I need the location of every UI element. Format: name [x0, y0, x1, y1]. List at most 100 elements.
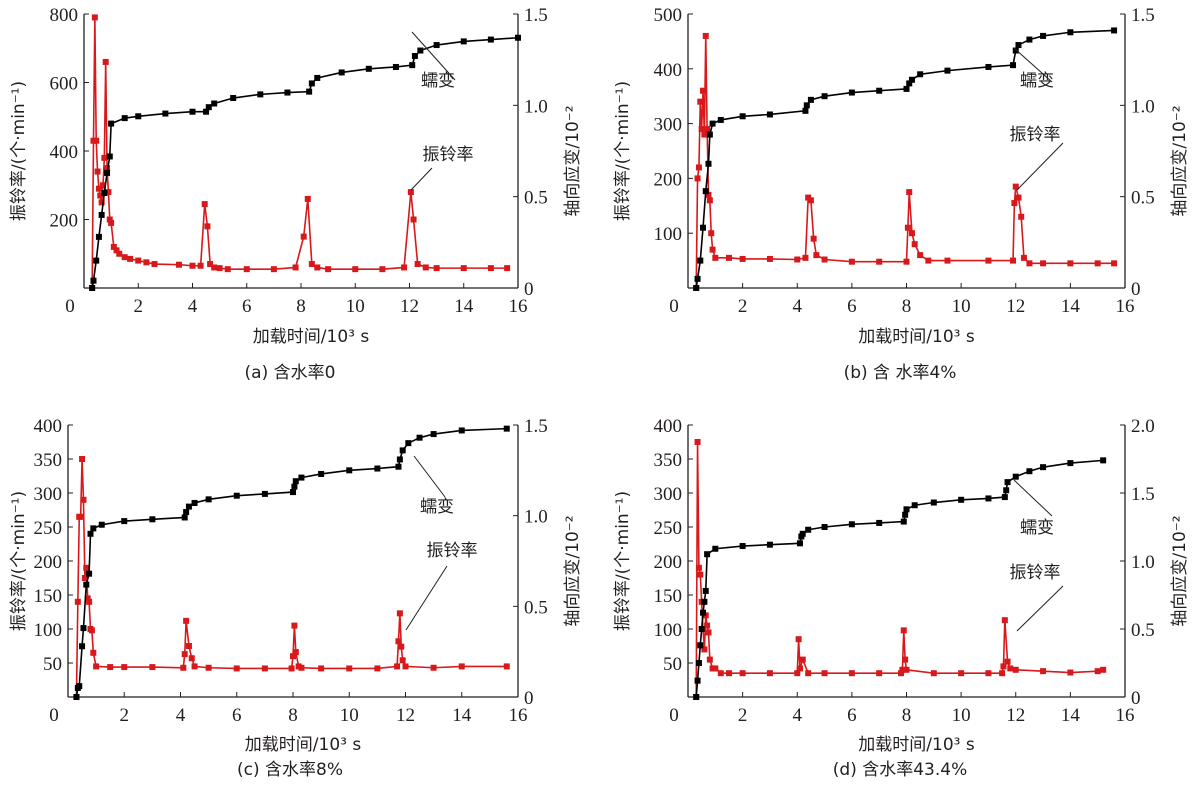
data-point-ringing: [116, 250, 123, 257]
data-point-ringing: [185, 643, 192, 649]
data-point-ringing: [374, 665, 381, 672]
data-point-ringing: [1067, 669, 1074, 676]
data-point-creep: [821, 524, 828, 530]
data-point-ringing: [802, 254, 809, 261]
data-point-ringing: [224, 266, 231, 273]
data-point-creep: [1026, 36, 1033, 43]
data-point-creep: [149, 516, 156, 523]
left-y-tick-label: 400: [654, 60, 683, 81]
right-y-axis-title: 轴向应变/10⁻²: [563, 105, 583, 216]
data-point-ringing: [86, 598, 93, 605]
data-point-ringing: [739, 670, 746, 677]
data-point-creep: [79, 643, 86, 650]
data-point-creep: [1015, 42, 1022, 49]
data-point-ringing: [712, 665, 719, 672]
left-y-axis-title: 振铃率/(个·min⁻¹): [9, 81, 29, 221]
x-tick-label: 12: [396, 705, 415, 726]
data-point-creep: [906, 80, 913, 87]
data-point-ringing: [189, 262, 196, 269]
data-point-creep: [290, 489, 296, 496]
data-point-creep: [83, 581, 90, 588]
data-point-creep: [917, 71, 924, 78]
data-point-ringing: [908, 230, 915, 237]
data-point-creep: [717, 116, 724, 123]
data-point-creep: [181, 514, 188, 521]
data-point-ringing: [1040, 668, 1047, 675]
left-y-axis-title: 振铃率/(个·min⁻¹): [9, 491, 29, 631]
data-point-ringing: [701, 131, 708, 138]
data-point-ringing: [201, 201, 208, 208]
data-point-ringing: [121, 664, 128, 671]
data-point-ringing: [298, 664, 305, 671]
left-y-tick-label: 400: [654, 416, 683, 437]
data-point-creep: [766, 541, 773, 548]
data-point-ringing: [81, 575, 88, 581]
data-point-creep: [1040, 464, 1047, 471]
data-point-ringing: [799, 656, 806, 663]
data-point-ringing: [487, 265, 494, 272]
x-tick-label: 2: [134, 296, 144, 317]
left-y-tick-label: 100: [34, 620, 63, 641]
data-point-ringing: [113, 247, 120, 254]
data-point-creep: [697, 642, 704, 649]
data-point-creep: [101, 190, 108, 197]
data-point-creep: [73, 694, 80, 700]
data-point-creep: [306, 88, 313, 95]
annotation-label: 振铃率: [1010, 563, 1061, 583]
data-point-creep: [848, 89, 855, 96]
data-point-creep: [89, 285, 96, 291]
panel-caption: (d) 含水率43.4%: [833, 760, 967, 780]
data-point-ringing: [407, 189, 414, 196]
data-point-creep: [702, 587, 709, 594]
data-point-creep: [458, 427, 465, 434]
annotation-leader: [1013, 479, 1053, 517]
data-point-ringing: [1004, 658, 1011, 665]
data-point-ringing: [216, 265, 223, 272]
data-point-creep: [698, 626, 705, 632]
data-point-ringing: [906, 189, 913, 196]
left-y-tick-label: 150: [34, 586, 63, 607]
x-tick-label: 14: [452, 705, 472, 726]
data-point-creep: [944, 67, 951, 74]
data-point-creep: [233, 492, 240, 499]
data-point-creep: [162, 110, 169, 117]
data-point-creep: [876, 87, 883, 94]
data-point-creep: [191, 499, 198, 506]
right-y-tick-label: 2.0: [1131, 416, 1155, 437]
annotation-leader: [1013, 47, 1053, 83]
data-point-creep: [1012, 473, 1019, 480]
data-point-ringing: [399, 657, 406, 664]
data-point-ringing: [74, 598, 81, 605]
x-axis-title: 加载时间/10³ s: [253, 327, 370, 347]
data-point-creep: [261, 490, 268, 497]
data-point-ringing: [810, 235, 817, 242]
data-point-ringing: [191, 663, 198, 670]
data-point-ringing: [796, 665, 803, 672]
x-tick-label: 4: [793, 705, 803, 726]
data-point-ringing: [318, 665, 325, 672]
data-point-creep: [292, 478, 299, 485]
data-point-ringing: [898, 670, 905, 677]
data-point-creep: [515, 34, 521, 41]
series-line-ringing: [695, 35, 1115, 289]
data-point-ringing: [394, 663, 401, 670]
panel-caption: (b) 含 水率4%: [844, 363, 957, 383]
data-point-creep: [284, 89, 291, 96]
data-point-creep: [396, 456, 403, 463]
data-point-ringing: [503, 663, 510, 670]
data-point-ringing: [1100, 666, 1107, 673]
left-y-tick-label: 300: [34, 484, 63, 505]
data-point-ringing: [401, 264, 408, 271]
data-point-creep: [374, 465, 381, 472]
annotation-label: 振铃率: [1010, 125, 1061, 145]
left-y-tick-label: 200: [34, 552, 63, 573]
data-point-ringing: [794, 670, 801, 677]
right-y-tick-label: 1.5: [524, 416, 548, 437]
panel-a: 0 2 4 6 8 10 12 14 16 200 400 600 800 0 0.5 1.0 1.5 加载时间/…: [9, 5, 583, 383]
x-tick-label: 6: [847, 705, 857, 726]
data-point-ringing: [205, 664, 212, 671]
data-point-ringing: [706, 197, 713, 204]
data-point-creep: [230, 95, 237, 102]
left-y-tick-label: 50: [663, 654, 682, 675]
data-point-ringing: [1111, 260, 1118, 267]
